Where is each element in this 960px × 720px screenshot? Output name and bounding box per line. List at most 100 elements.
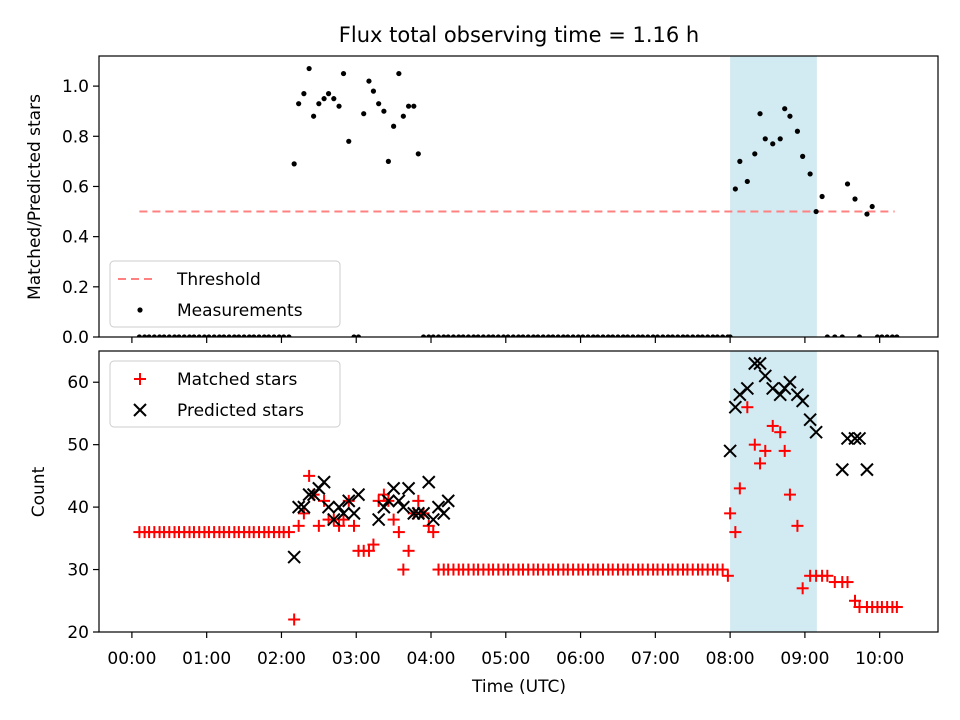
legend-swatch-predicted-stars	[133, 403, 147, 417]
measurements-point-31	[291, 161, 297, 167]
measurements-point-35	[311, 113, 317, 119]
measurements-point-140	[856, 334, 863, 337]
measurements-point-28	[276, 334, 282, 337]
predicted-stars-point-35-b	[758, 369, 772, 383]
measurements-point-132	[807, 171, 813, 177]
matched-stars-point-128	[778, 444, 791, 457]
y-tick-label: 50	[67, 436, 89, 456]
measurements-point-141	[864, 211, 870, 217]
predicted-stars-point-47	[852, 431, 867, 446]
measurements-point-113	[699, 334, 706, 337]
legend-swatch-measurements	[137, 307, 143, 313]
measurements-point-89	[580, 334, 586, 337]
predicted-stars-point-43-b	[809, 425, 823, 439]
y-axis-label-bottom: Count	[29, 466, 49, 517]
measurements-point-108	[675, 334, 681, 337]
measurements-point-106	[665, 334, 671, 337]
predicted-stars-point-19-b	[396, 500, 411, 514]
measurements-point-76	[515, 334, 522, 337]
chart-title: Flux total observing time = 1.16 h	[339, 23, 699, 47]
measurements-point-75	[510, 334, 516, 337]
matched-stars-point-118	[721, 569, 734, 582]
predicted-stars-point-23	[416, 506, 431, 521]
measurements-point-60	[435, 334, 442, 337]
measurements-point-25	[261, 334, 267, 337]
measurements-point-11	[191, 334, 197, 337]
measurements-point-138	[844, 181, 851, 187]
measurements-point-133	[813, 208, 819, 215]
predicted-stars-point-16	[381, 494, 396, 508]
predicted-stars-point-0-b	[287, 550, 301, 564]
measurements-point-120	[732, 186, 738, 192]
plot-area-bottom	[133, 351, 903, 632]
predicted-stars-point-17-b	[386, 481, 401, 496]
measurements-point-0	[136, 334, 142, 337]
y-tick-label: 1.0	[62, 77, 89, 97]
measurements-point-104	[654, 334, 661, 337]
matched-stars-point-58	[422, 519, 435, 532]
x-tick-label: 08:00	[706, 649, 755, 669]
predicted-stars-point-20	[401, 481, 416, 496]
predicted-stars-point-1	[291, 500, 306, 514]
predicted-stars-point-6-b	[317, 475, 331, 489]
predicted-stars-point-37	[773, 388, 787, 402]
predicted-stars-point-33-b	[748, 356, 762, 371]
measurements-point-107	[669, 334, 676, 337]
measurements-point-50	[385, 158, 391, 164]
matched-stars-point-31	[288, 613, 301, 626]
highlight-span	[730, 56, 817, 337]
measurements-point-53	[400, 113, 406, 119]
measurements-point-17	[221, 334, 227, 337]
top-panel: 0.0 0.2 0.4 0.6 0.8 1.0 Threshold Measurements	[62, 55, 939, 348]
measurements-point-88	[575, 334, 581, 337]
predicted-stars-point-12-b	[347, 506, 361, 521]
predicted-stars-point-35	[758, 369, 772, 383]
predicted-stars-point-13	[351, 487, 366, 502]
matched-stars-point-120	[729, 526, 742, 539]
predicted-stars-point-10	[336, 506, 351, 521]
matched-stars-point-53	[397, 563, 410, 576]
measurements-point-123	[752, 151, 758, 157]
y-tick-label: 20	[67, 623, 89, 643]
measurements-point-10	[186, 334, 193, 337]
measurements-point-102	[645, 334, 651, 337]
matched-stars-point-122	[741, 401, 754, 414]
matched-stars-point-54	[402, 544, 415, 557]
matched-stars-point-36	[312, 519, 325, 532]
predicted-stars-point-39	[783, 375, 797, 389]
x-tick-label: 04:00	[407, 649, 456, 669]
predicted-stars-point-23-b	[416, 506, 431, 521]
measurements-point-136	[832, 334, 838, 337]
predicted-stars-point-22	[411, 506, 426, 521]
predicted-stars-point-24	[422, 475, 436, 489]
matched-stars-point-130	[791, 519, 804, 532]
legend-swatch-predicted-stars-b	[133, 403, 147, 417]
predicted-stars-point-30-b	[728, 400, 743, 414]
measurements-point-14	[206, 334, 212, 337]
measurements-point-34	[306, 65, 312, 72]
predicted-stars-point-0	[287, 550, 301, 564]
predicted-stars-point-2-b	[297, 500, 311, 514]
measurements-point-97	[620, 334, 626, 337]
measurements-point-62	[445, 334, 451, 337]
y-axis-label-top: Matched/Predicted stars	[25, 94, 45, 300]
x-axis-label: Time (UTC)	[471, 677, 566, 697]
measurements-point-111	[690, 334, 696, 337]
measurements-point-73	[500, 334, 507, 337]
legend-box	[109, 360, 341, 428]
measurements-point-30	[286, 334, 292, 337]
measurements-point-13	[201, 334, 208, 337]
y-tick-label: 0.6	[62, 177, 89, 197]
measurements-point-79	[530, 334, 537, 337]
matched-stars-point-43	[347, 519, 360, 532]
matched-stars-point-121	[733, 482, 746, 495]
predicted-stars-point-25	[426, 512, 440, 527]
predicted-stars-point-16-b	[381, 494, 396, 508]
predicted-stars-point-41	[795, 394, 810, 408]
measurements-point-36	[316, 101, 322, 107]
measurements-point-23	[251, 334, 257, 337]
measurements-point-122	[744, 178, 750, 185]
measurements-point-69	[480, 334, 486, 337]
predicted-stars-point-32	[740, 381, 755, 396]
measurements-point-67	[471, 334, 477, 337]
